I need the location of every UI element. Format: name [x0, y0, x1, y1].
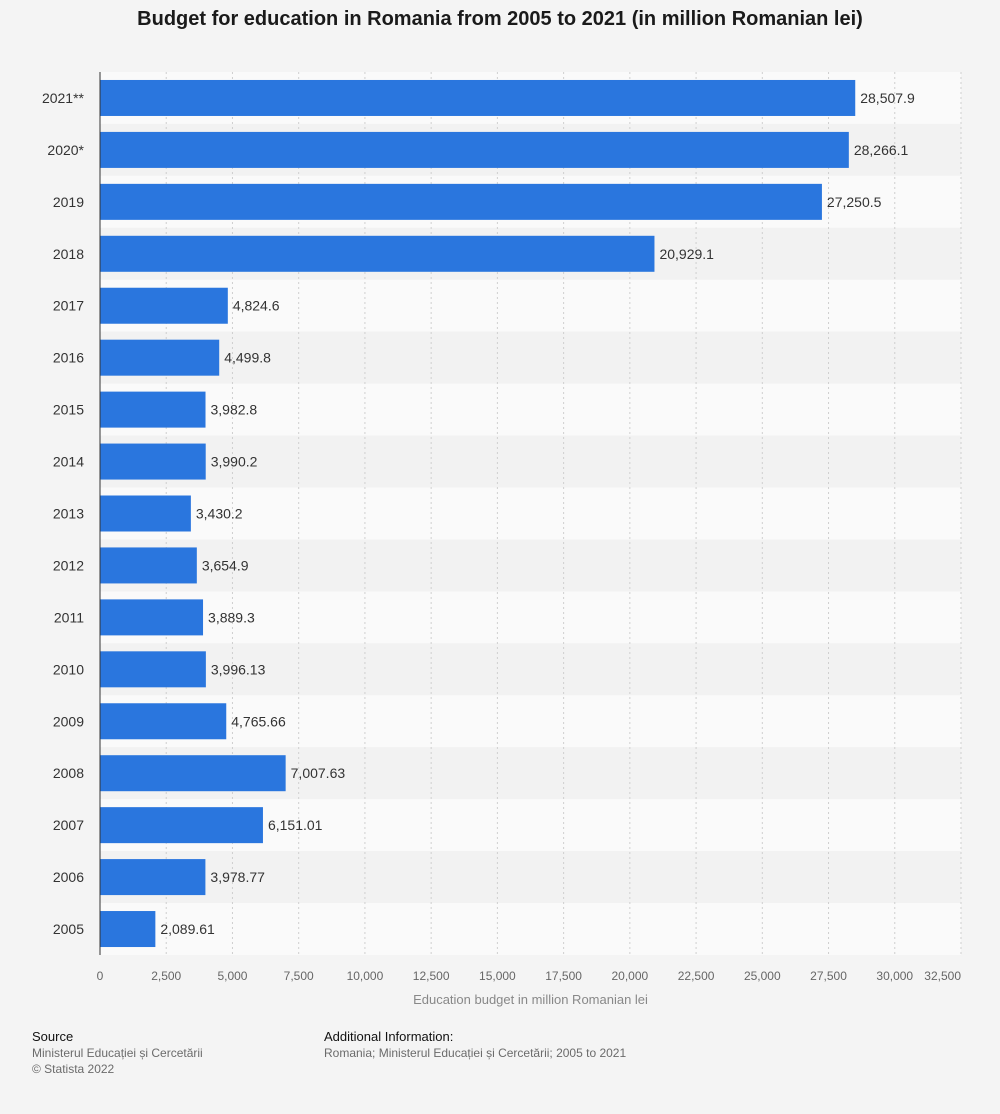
bar-value-label: 2,089.61: [160, 921, 215, 937]
category-label: 2015: [53, 402, 84, 418]
bar-value-label: 28,507.9: [860, 90, 915, 106]
bar: [100, 443, 206, 480]
row-band: [100, 487, 961, 540]
x-tick-label: 2,500: [151, 969, 181, 983]
additional-info-block: Additional Information: Romania; Ministe…: [324, 1029, 626, 1061]
bar: [100, 807, 263, 844]
category-label: 2013: [53, 506, 84, 522]
chart-title: Budget for education in Romania from 200…: [137, 8, 863, 30]
x-tick-label: 25,000: [744, 969, 781, 983]
x-tick-label: 20,000: [611, 969, 648, 983]
x-tick-label: 15,000: [479, 969, 516, 983]
x-tick-label: 7,500: [284, 969, 314, 983]
category-label: 2016: [53, 350, 84, 366]
x-tick-label: 17,500: [545, 969, 582, 983]
x-tick-label: 22,500: [678, 969, 715, 983]
bar-value-label: 3,982.8: [211, 402, 258, 418]
additional-info-heading: Additional Information:: [324, 1029, 454, 1044]
bar: [100, 495, 191, 532]
bar-value-label: 7,007.63: [291, 765, 346, 781]
additional-info-line: Romania; Ministerul Educației și Cercetă…: [324, 1046, 627, 1060]
category-label: 2014: [53, 454, 84, 470]
source-heading: Source: [32, 1029, 74, 1044]
bar: [100, 287, 228, 324]
x-tick-label: 0: [97, 969, 104, 983]
bar: [100, 131, 849, 168]
bar: [100, 391, 206, 428]
row-band: [100, 331, 961, 384]
source-line-2: © Statista 2022: [32, 1062, 115, 1076]
bar-value-label: 3,978.77: [210, 869, 265, 885]
bar: [100, 183, 822, 220]
bar-value-label: 28,266.1: [854, 142, 909, 158]
bar: [100, 703, 227, 740]
x-tick-label: 5,000: [217, 969, 247, 983]
category-label: 2017: [53, 298, 84, 314]
row-band: [100, 383, 961, 436]
bar: [100, 547, 197, 584]
x-tick-label: 32,500: [924, 969, 961, 983]
bar: [100, 599, 204, 636]
category-label: 2011: [54, 609, 84, 625]
bar-value-label: 20,929.1: [659, 246, 714, 262]
row-band: [100, 903, 961, 955]
bar: [100, 911, 156, 948]
row-band: [100, 279, 961, 332]
x-tick-label: 12,500: [413, 969, 450, 983]
category-label: 2010: [53, 661, 84, 677]
category-label: 2020*: [47, 142, 84, 158]
row-band: [100, 539, 961, 592]
row-band: [100, 851, 961, 904]
bar: [100, 859, 206, 896]
x-axis-title: Education budget in million Romanian lei: [413, 992, 648, 1007]
row-band: [100, 435, 961, 488]
category-label: 2018: [53, 246, 84, 262]
bar: [100, 339, 220, 376]
bar-value-label: 3,654.9: [202, 557, 249, 573]
bar-value-label: 4,765.66: [231, 713, 286, 729]
category-label: 2009: [53, 713, 84, 729]
row-band: [100, 695, 961, 748]
bar-value-label: 4,499.8: [224, 350, 271, 366]
x-tick-label: 27,500: [810, 969, 847, 983]
category-label: 2006: [53, 869, 84, 885]
x-tick-label: 30,000: [876, 969, 913, 983]
category-label: 2012: [53, 557, 84, 573]
source-block: Source Ministerul Educației și Cercetări…: [32, 1029, 203, 1077]
category-label: 2019: [53, 194, 84, 210]
bar-value-label: 4,824.6: [233, 298, 280, 314]
bar-value-label: 6,151.01: [268, 817, 323, 833]
category-label: 2005: [53, 921, 84, 937]
category-label: 2007: [53, 817, 84, 833]
row-band: [100, 591, 961, 644]
bar-value-label: 3,996.13: [211, 661, 266, 677]
x-tick-label: 10,000: [347, 969, 384, 983]
bar-value-label: 3,889.3: [208, 609, 255, 625]
bar-chart: 28,507.9 2021** 28,266.1 2020* 27,250.5 2019 2…: [42, 72, 962, 1007]
bar: [100, 651, 206, 688]
row-band: [100, 643, 961, 696]
category-label: 2021**: [42, 90, 85, 106]
source-line-1: Ministerul Educației și Cercetării: [32, 1046, 203, 1060]
bar: [100, 235, 655, 272]
bar: [100, 79, 856, 116]
category-label: 2008: [53, 765, 84, 781]
bar-value-label: 3,990.2: [211, 454, 258, 470]
bar: [100, 755, 286, 792]
bar-value-label: 3,430.2: [196, 506, 243, 522]
bar-value-label: 27,250.5: [827, 194, 882, 210]
